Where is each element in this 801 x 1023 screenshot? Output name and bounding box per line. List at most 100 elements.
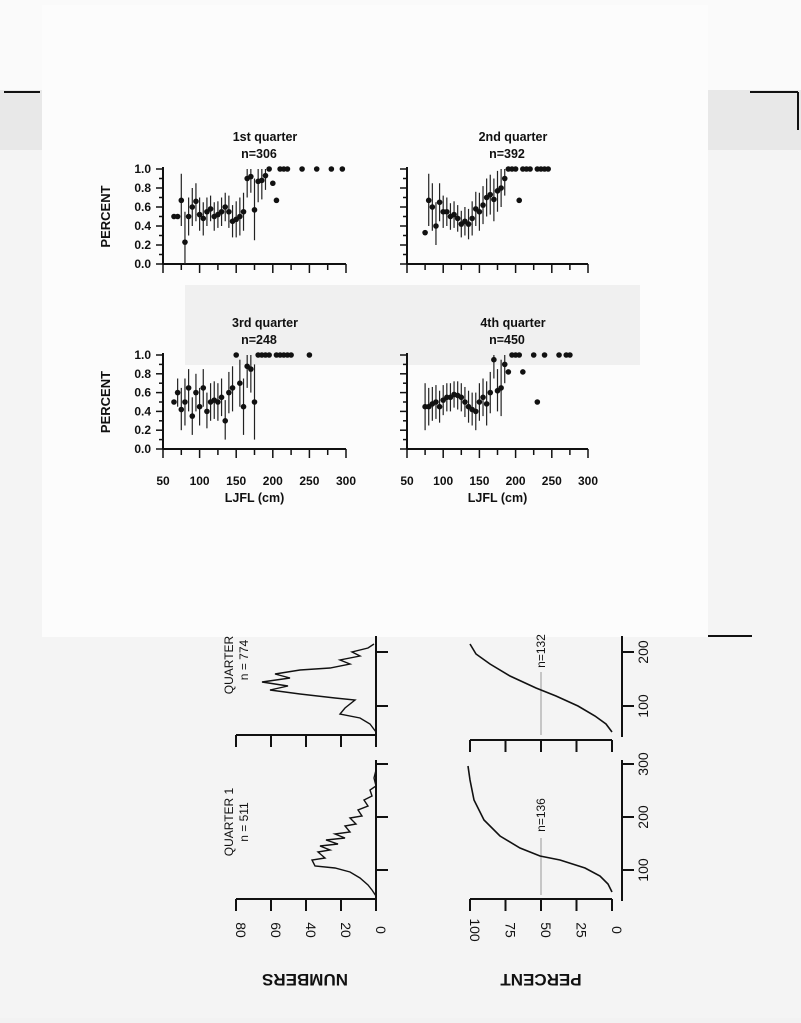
data-point (178, 197, 185, 204)
y-axis-label: PERCENT (98, 371, 113, 433)
data-point (444, 208, 450, 215)
numbers-tick-label: 80 (233, 922, 249, 938)
x-tick-label: 150 (226, 474, 246, 488)
data-point (425, 197, 432, 204)
data-point (491, 356, 497, 363)
data-point (534, 399, 541, 405)
data-point (501, 361, 508, 368)
lower-panel-title: QUARTER 1 (222, 787, 236, 856)
data-point (487, 389, 494, 396)
data-point (541, 352, 548, 358)
data-point (229, 385, 236, 391)
upper-figure: 0.0 0.2 0.4 0.6 0.8 1.0 PERCENT 1st quarter n=30… (98, 130, 598, 505)
percent-tick-label: 50 (538, 922, 554, 938)
lower-panel-n: n = 511 (237, 802, 251, 842)
panel-3rd-quarter: 0.0 0.2 0.4 0.6 0.8 1.0 50 100 150 200 250 300 PERCE… (98, 316, 356, 505)
data-point (248, 366, 254, 372)
data-point (516, 197, 523, 204)
data-point (480, 394, 486, 401)
y-tick-label: 0.4 (134, 404, 151, 418)
percent-tick-label: 25 (574, 922, 590, 938)
data-point (454, 215, 461, 222)
panel-sample-size: n=392 (489, 147, 525, 161)
x-tick-label: 50 (400, 474, 414, 488)
data-point (185, 385, 192, 391)
length-tick-label: 100 (635, 858, 651, 882)
data-point (458, 394, 465, 401)
data-point (501, 175, 508, 182)
data-point (204, 408, 210, 415)
panel-4th-quarter: 50 100 150 200 250 300 LJFL (cm) 4th quarter n=4… (400, 316, 598, 505)
y-tick-label: 1.0 (134, 348, 151, 362)
panel-sample-size: n=248 (241, 333, 277, 347)
y-tick-label: 0.6 (134, 200, 151, 214)
data-point (433, 399, 439, 405)
data-point (240, 403, 247, 410)
x-tick-label: 250 (542, 474, 562, 488)
x-axis-label: LJFL (cm) (225, 491, 285, 505)
data-point (222, 418, 229, 424)
numbers-tick-label: 60 (268, 922, 284, 938)
y-tick-label: 0.2 (134, 423, 151, 437)
data-point (545, 166, 551, 172)
data-point (178, 406, 185, 413)
data-point (262, 172, 269, 179)
panel-title: 2nd quarter (479, 130, 548, 144)
data-point (273, 197, 280, 204)
data-point (313, 166, 320, 172)
data-point (215, 399, 221, 405)
data-point (251, 207, 258, 213)
data-point (567, 352, 573, 358)
y-tick-label: 0.6 (134, 386, 151, 400)
panel-2nd-quarter: 2nd quarter n=392 (400, 130, 589, 273)
data-point (196, 403, 203, 410)
data-point (480, 202, 486, 208)
cumulative-n: n=132 (534, 634, 548, 668)
x-tick-label: 100 (433, 474, 453, 488)
data-point (251, 399, 258, 405)
x-tick-label: 150 (469, 474, 489, 488)
y-tick-label: 0.4 (134, 219, 151, 233)
percent-axis-title: PERCENT (500, 970, 582, 989)
data-point (433, 223, 439, 229)
data-point (530, 352, 537, 358)
data-point (498, 385, 504, 391)
numbers-tick-label: 20 (338, 922, 354, 938)
y-tick-label: 1.0 (134, 162, 151, 176)
length-tick-label: 200 (635, 640, 651, 664)
panel-title: 4th quarter (480, 316, 545, 330)
data-point (270, 180, 276, 187)
data-point (491, 196, 497, 203)
data-point (171, 399, 177, 405)
data-point (266, 352, 272, 358)
data-point (174, 213, 181, 220)
x-tick-label: 200 (263, 474, 283, 488)
data-point (476, 399, 483, 405)
data-point (248, 173, 254, 180)
data-point (462, 399, 468, 405)
data-point (436, 199, 443, 206)
data-point (498, 185, 504, 191)
panel-1st-quarter: 0.0 0.2 0.4 0.6 0.8 1.0 PERCENT 1st quarter n=30… (98, 130, 347, 273)
quarter2-cumulative-curve (469, 643, 613, 733)
percent-tick-label: 100 (467, 918, 483, 942)
x-tick-label: 250 (299, 474, 319, 488)
data-point (306, 352, 313, 358)
data-point (288, 352, 294, 358)
data-point (185, 213, 192, 220)
length-tick-label: 100 (635, 694, 651, 718)
cumulative-n: n=136 (534, 798, 548, 832)
data-point (451, 211, 457, 218)
lower-panel-n: n = 774 (237, 639, 251, 680)
panel-title: 3rd quarter (232, 316, 298, 330)
data-point (237, 380, 243, 387)
data-point (189, 413, 196, 419)
quarter2-frequency-trace (261, 643, 377, 733)
length-tick-label: 300 (635, 752, 651, 776)
y-tick-label: 0.0 (134, 442, 151, 456)
data-point (422, 229, 428, 236)
x-tick-label: 300 (336, 474, 356, 488)
data-point (476, 208, 483, 215)
